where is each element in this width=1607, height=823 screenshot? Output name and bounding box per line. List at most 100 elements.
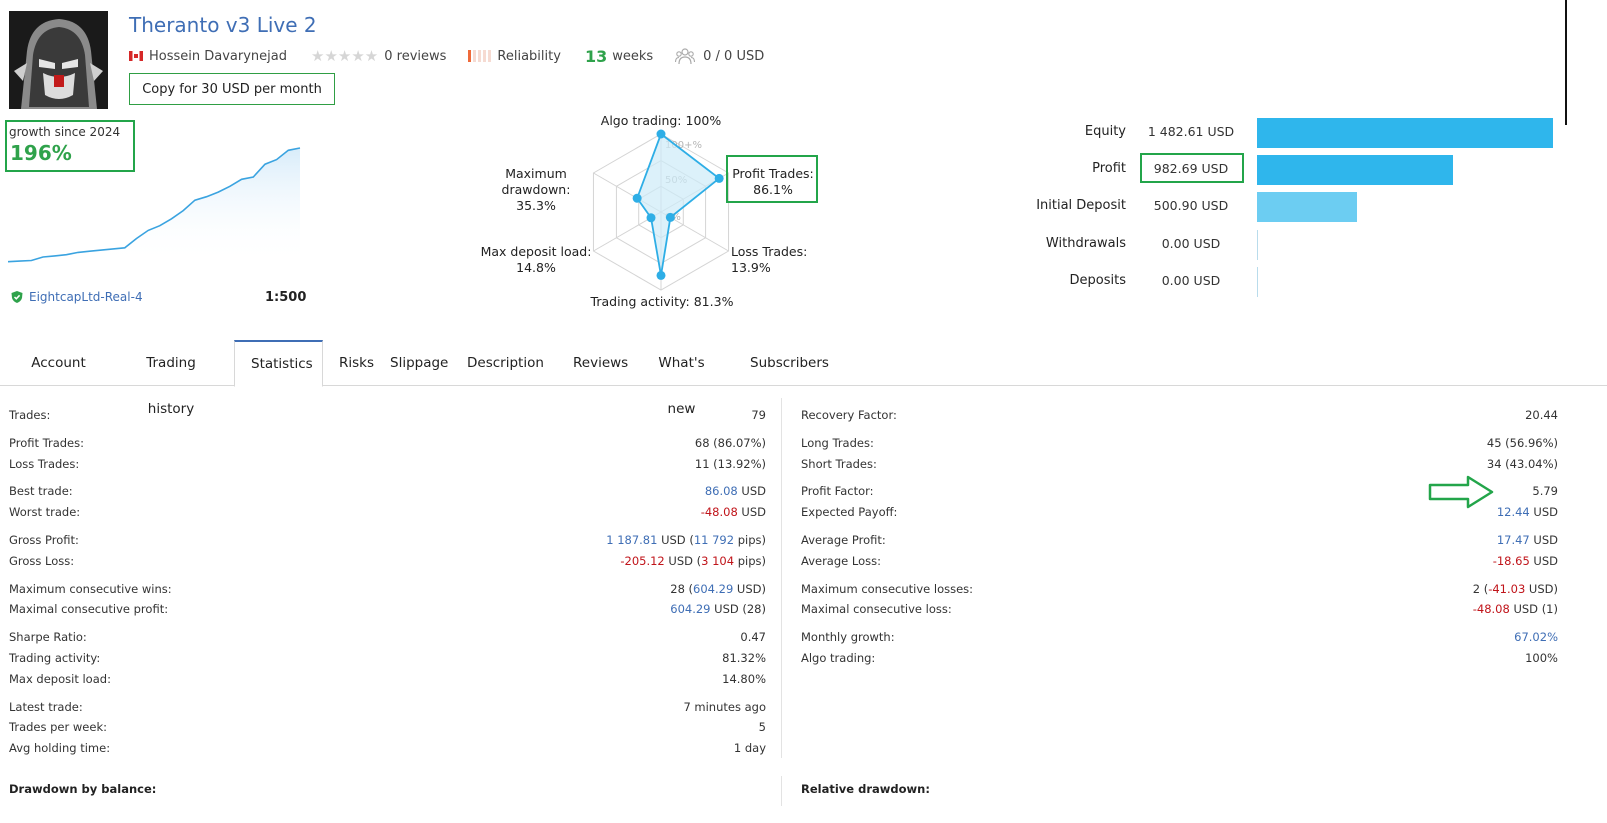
radar-point[interactable] — [665, 212, 675, 222]
tab-account[interactable]: Account — [31, 355, 86, 371]
growth-highlight-box — [5, 120, 135, 172]
stat-row: Max deposit load: 14.80% — [9, 672, 766, 690]
radar-point[interactable] — [646, 213, 656, 223]
tab-description[interactable]: Description — [467, 355, 544, 371]
financial-bar[interactable] — [1257, 192, 1357, 223]
ninja-logo-image — [9, 11, 108, 109]
stat-row: Profit Factor: 5.79 — [801, 484, 1558, 502]
stat-value: -18.65 USD — [1492, 554, 1558, 568]
broker-link[interactable]: EightcapLtd-Real-4 — [10, 290, 143, 304]
tab-risks[interactable]: Risks — [339, 355, 375, 371]
profit-trades-highlight-box — [726, 155, 818, 203]
radar-label-max-deposit-load-title: Max deposit load: — [480, 244, 592, 259]
radar-label-profit-trades-title: Profit Trades: — [732, 166, 814, 181]
stat-value: 100% — [1525, 651, 1558, 665]
stat-label: Expected Payoff: — [801, 505, 898, 519]
stat-label: Monthly growth: — [801, 630, 895, 644]
stat-label: Sharpe Ratio: — [9, 630, 87, 644]
radar-label-loss-trades: Loss Trades: 13.9% — [731, 244, 808, 275]
stat-value: 81.32% — [722, 651, 766, 665]
radar-label-trading-activity: Trading activity: 81.3% — [590, 294, 734, 309]
signal-title[interactable]: Theranto v3 Live 2 — [129, 13, 317, 37]
stat-row: Worst trade: -48.08 USD — [9, 505, 766, 523]
tab-trading-history[interactable]: Trading history — [146, 355, 196, 417]
stat-label: Maximum consecutive wins: — [9, 582, 172, 596]
growth-line — [8, 147, 301, 263]
stat-row: Recovery Factor: 20.44 — [801, 408, 1558, 426]
tab-subscribers[interactable]: Subscribers — [750, 355, 829, 371]
stat-label: Avg holding time: — [9, 741, 111, 755]
radar-label-profit-trades: Profit Trades: 86.1% — [728, 166, 818, 198]
financial-bar[interactable] — [1257, 266, 1258, 297]
financial-bar[interactable] — [1257, 118, 1553, 148]
stat-row: Trades per week: 5 — [9, 720, 766, 738]
broker-name[interactable]: EightcapLtd-Real-4 — [29, 290, 143, 304]
radar-point[interactable] — [632, 193, 642, 203]
financial-bar[interactable] — [1257, 229, 1258, 260]
reviews-count[interactable]: 0 reviews — [384, 48, 447, 64]
radar-point[interactable] — [714, 173, 724, 183]
stat-row: Trades: 79 — [9, 408, 766, 426]
subscribers-funds: 0 / 0 USD — [703, 48, 765, 64]
stat-label: Latest trade: — [9, 700, 83, 714]
financial-label: Initial Deposit — [1036, 198, 1126, 214]
weeks-value: 13 — [584, 46, 608, 66]
stat-row: Average Loss: -18.65 USD — [801, 554, 1558, 572]
column-divider-bottom — [781, 776, 782, 806]
stat-value: -48.08 USD — [700, 505, 766, 519]
stat-row: Gross Profit: 1 187.81 USD (11 792 pips) — [9, 533, 766, 551]
stat-value: 1 day — [733, 741, 766, 755]
stat-value: 28 (604.29 USD) — [670, 582, 766, 596]
financial-label: Deposits — [1069, 272, 1126, 288]
weeks-label: weeks — [612, 48, 654, 64]
stat-row: Best trade: 86.08 USD — [9, 484, 766, 502]
stat-label: Recovery Factor: — [801, 408, 897, 422]
radar-label-max-deposit-load: Max deposit load: 14.8% — [480, 244, 592, 276]
stat-value: 5 — [758, 720, 766, 734]
stat-value: 1 187.81 USD (11 792 pips) — [606, 533, 766, 547]
stat-row: Trading activity: 81.32% — [9, 651, 766, 669]
financial-bar[interactable] — [1257, 155, 1453, 186]
radar-ring-label: 100+% — [665, 140, 702, 151]
stat-value: 14.80% — [722, 672, 766, 686]
tab-what-s-new[interactable]: What's new — [658, 355, 705, 417]
tab-statistics[interactable]: Statistics — [234, 340, 323, 387]
growth-chart[interactable] — [8, 140, 304, 270]
stat-value: 45 (56.96%) — [1486, 436, 1558, 450]
signal-avatar[interactable] — [9, 11, 108, 109]
radar-label-max-drawdown-value: drawdown: 35.3% — [501, 182, 571, 213]
stat-row: Average Profit: 17.47 USD — [801, 533, 1558, 551]
tab-slippage[interactable]: Slippage — [390, 355, 449, 371]
stat-label: Trades: — [9, 408, 51, 422]
stat-label: Best trade: — [9, 484, 73, 498]
radar-point[interactable] — [656, 129, 666, 139]
stat-label: Worst trade: — [9, 505, 81, 519]
stat-label: Short Trades: — [801, 457, 877, 471]
stat-value: 34 (43.04%) — [1486, 457, 1558, 471]
verified-shield-icon — [11, 291, 23, 303]
stat-row: Expected Payoff: 12.44 USD — [801, 505, 1558, 523]
stat-label: Loss Trades: — [9, 457, 80, 471]
financial-value: 1 482.61 USD — [1147, 124, 1235, 139]
tab-bar: Account Trading history Statistics Risks Sli… — [0, 340, 1607, 417]
author-name[interactable]: Hossein Davarynejad — [149, 48, 287, 64]
stat-value: -205.12 USD (3 104 pips) — [620, 554, 766, 568]
stat-label: Profit Factor: — [801, 484, 874, 498]
radar-value-polygon — [636, 132, 721, 276]
stat-value: 2 (-41.03 USD) — [1472, 582, 1558, 596]
financial-label: Equity — [1084, 124, 1126, 139]
stat-row: Maximal consecutive profit: 604.29 USD (2… — [9, 602, 766, 620]
tab-reviews[interactable]: Reviews — [573, 355, 629, 371]
copy-subscribe-button[interactable]: Copy for 30 USD per month — [129, 73, 335, 105]
stat-value: 68 (86.07%) — [694, 436, 766, 450]
radar-point[interactable] — [656, 270, 666, 280]
stat-label: Profit Trades: — [9, 436, 85, 450]
radar-label-max-drawdown-title: Maximum — [505, 166, 567, 181]
stat-label: Algo trading: — [801, 651, 876, 665]
financial-value: 500.90 USD — [1153, 198, 1229, 214]
stat-value: 86.08 USD — [704, 484, 766, 498]
stat-row: Loss Trades: 11 (13.92%) — [9, 457, 766, 475]
growth-label: growth since 2024 — [9, 125, 121, 139]
scrollbar-edge[interactable] — [1565, 0, 1567, 125]
growth-area — [8, 148, 300, 264]
